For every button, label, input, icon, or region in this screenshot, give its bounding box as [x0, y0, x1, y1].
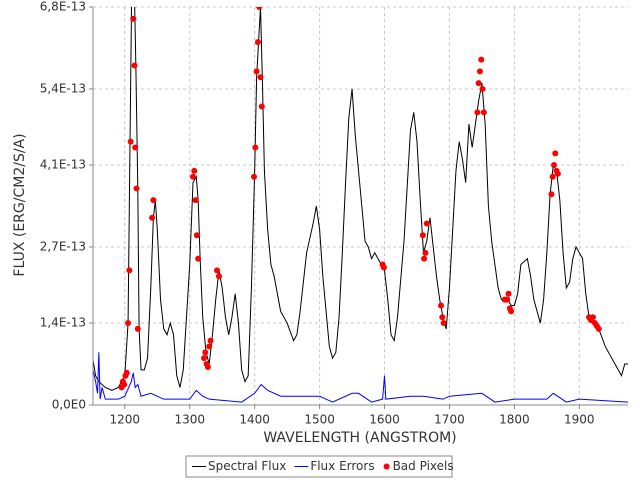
bad-pixel: [149, 214, 156, 221]
bad-pixel: [204, 363, 211, 370]
legend: [185, 455, 453, 478]
bad-pixel: [130, 15, 137, 22]
bad-pixel: [505, 290, 512, 297]
ticks: 0,0E0 1,4E-13 2,7E-13 4,1E-13 5,4E-13 6,8E-13…: [40, 0, 595, 427]
bad-pixel: [121, 381, 128, 388]
bad-pixel: [475, 80, 482, 87]
legend-items: Spectral Flux Flux Errors Bad Pixels: [192, 459, 454, 473]
legend-label: Flux Errors: [310, 459, 374, 473]
x-tick-label: 1600: [369, 413, 400, 427]
bad-pixel: [480, 109, 487, 116]
bad-pixel: [440, 320, 447, 327]
legend-label: Bad Pixels: [393, 459, 454, 473]
legend-marker: [383, 463, 390, 470]
y-axis-title: FLUX (ERG/CM2/S/A): [12, 133, 28, 276]
bad-pixel: [554, 170, 561, 177]
bad-pixel: [552, 150, 559, 157]
x-tick-label: 1500: [304, 413, 335, 427]
bad-pixel: [192, 197, 199, 204]
bad-pixel: [252, 144, 259, 151]
bad-pixel: [131, 62, 138, 69]
bad-pixel: [476, 68, 483, 75]
bad-pixel: [258, 103, 265, 110]
bad-pixel: [474, 109, 481, 116]
bad-pixel: [253, 68, 260, 75]
bad-pixel: [201, 355, 208, 362]
bad-pixel: [504, 296, 511, 303]
legend-label: Spectral Flux: [208, 459, 286, 473]
bad-pixel: [126, 267, 133, 274]
bad-pixel: [439, 314, 446, 321]
x-tick-label: 1200: [110, 413, 141, 427]
bad-pixel: [123, 369, 130, 376]
bad-pixel: [257, 74, 264, 81]
bad-pixel: [133, 185, 140, 192]
x-tick-label: 1300: [174, 413, 205, 427]
bad-pixel: [195, 255, 202, 262]
bad-pixel: [421, 255, 428, 262]
x-tick-label: 1900: [564, 413, 595, 427]
bad-pixel: [479, 85, 486, 92]
y-tick-label: 0,0E0: [52, 398, 86, 412]
series-line: [93, 352, 628, 403]
bad-pixel: [595, 325, 602, 332]
bad-pixel: [193, 232, 200, 239]
bad-pixel: [189, 173, 196, 180]
bad-pixel: [422, 249, 429, 256]
bad-pixel: [206, 343, 213, 350]
bad-pixel: [423, 220, 430, 227]
bad-pixel: [125, 320, 132, 327]
y-tick-label: 2,7E-13: [40, 239, 86, 253]
bad-pixel: [215, 273, 222, 280]
bad-pixel: [419, 232, 426, 239]
plot-area: [93, 7, 628, 403]
x-tick-label: 1400: [239, 413, 270, 427]
bad-pixel: [214, 267, 221, 274]
bad-pixel: [550, 162, 557, 169]
bad-pixel: [251, 173, 258, 180]
bad-pixel: [150, 197, 157, 204]
y-tick-label: 6,8E-13: [40, 0, 86, 14]
bad-pixel: [380, 264, 387, 271]
x-tick-label: 1800: [499, 413, 530, 427]
bad-pixel: [589, 314, 596, 321]
bad-pixel: [202, 349, 209, 356]
bad-pixel: [207, 337, 214, 344]
bad-pixel: [549, 173, 556, 180]
bad-pixel: [191, 167, 198, 174]
bad-pixel: [254, 39, 261, 46]
bad-pixel: [134, 325, 141, 332]
bad-pixel: [478, 56, 485, 63]
y-tick-label: 4,1E-13: [40, 158, 86, 172]
bad-pixel: [132, 144, 139, 151]
bad-pixel: [256, 7, 263, 10]
bad-pixel: [127, 138, 134, 145]
bad-pixel: [548, 191, 555, 198]
bad-pixel: [438, 302, 445, 309]
y-tick-label: 1,4E-13: [40, 316, 86, 330]
x-tick-label: 1700: [434, 413, 465, 427]
x-axis-title: WAVELENGTH (ANGSTROM): [263, 430, 456, 446]
bad-pixel: [508, 308, 515, 315]
y-tick-label: 5,4E-13: [40, 81, 86, 95]
series-line: [93, 7, 628, 391]
